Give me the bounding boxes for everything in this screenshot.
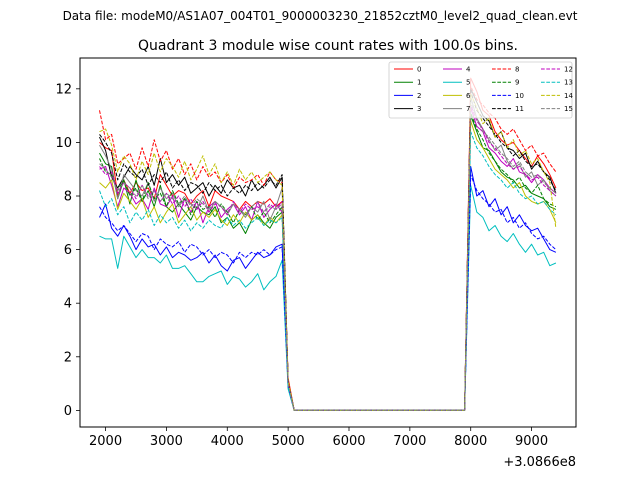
x-tick-label: 6000 bbox=[332, 434, 365, 449]
legend-label-4: 4 bbox=[466, 66, 471, 74]
legend-label-7: 7 bbox=[466, 105, 470, 113]
series-line-9 bbox=[99, 112, 557, 411]
legend-label-9: 9 bbox=[515, 79, 519, 87]
y-axis: 0 2 4 6 8 10 12 bbox=[55, 82, 80, 419]
y-tick-label: 2 bbox=[64, 350, 72, 365]
x-tick-label: 3000 bbox=[150, 434, 183, 449]
legend-label-3: 3 bbox=[417, 105, 421, 113]
legend-label-0: 0 bbox=[417, 66, 421, 74]
chart-suptitle: Data file: modeM0/AS1A07_004T01_90000032… bbox=[63, 9, 578, 23]
x-tick-label: 7000 bbox=[393, 434, 426, 449]
y-tick-label: 12 bbox=[55, 82, 72, 97]
legend-label-8: 8 bbox=[515, 66, 519, 74]
series-line-13 bbox=[99, 131, 557, 411]
axes-frame bbox=[80, 58, 576, 427]
series-line-10 bbox=[99, 174, 557, 411]
x-tick-label: 9000 bbox=[515, 434, 548, 449]
legend-label-14: 14 bbox=[564, 92, 573, 100]
x-tick-label: 2000 bbox=[89, 434, 122, 449]
x-offset-label: +3.0866e8 bbox=[503, 455, 576, 470]
y-tick-label: 8 bbox=[64, 190, 72, 205]
series-line-15 bbox=[99, 101, 557, 411]
y-tick-label: 10 bbox=[55, 136, 72, 151]
legend-label-10: 10 bbox=[515, 92, 524, 100]
legend-label-12: 12 bbox=[564, 66, 573, 74]
legend-frame bbox=[388, 61, 573, 119]
x-tick-label: 5000 bbox=[272, 434, 305, 449]
legend-label-1: 1 bbox=[417, 79, 421, 87]
axes-border bbox=[79, 57, 577, 428]
y-tick-label: 0 bbox=[64, 404, 72, 419]
x-tick-label: 4000 bbox=[211, 434, 244, 449]
y-tick-label: 6 bbox=[64, 243, 72, 258]
plot-area bbox=[79, 57, 577, 428]
legend-label-6: 6 bbox=[466, 92, 471, 100]
x-axis: 2000 3000 4000 5000 6000 7000 8000 9000 bbox=[89, 427, 548, 449]
x-tick-label: 8000 bbox=[454, 434, 487, 449]
legend-label-15: 15 bbox=[564, 105, 573, 113]
legend-label-13: 13 bbox=[564, 79, 573, 87]
chart-title: Quadrant 3 module wise count rates with … bbox=[138, 38, 518, 54]
legend-label-11: 11 bbox=[515, 105, 524, 113]
legend-label-5: 5 bbox=[466, 79, 470, 87]
legend-label-2: 2 bbox=[417, 92, 421, 100]
y-tick-label: 4 bbox=[64, 297, 72, 312]
